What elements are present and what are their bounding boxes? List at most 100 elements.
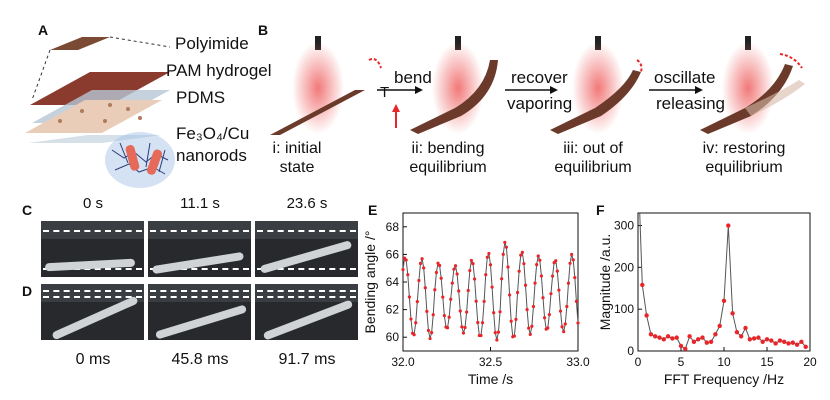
state-caption-1: i: initial state: [252, 139, 342, 177]
chart-e-point-62: [500, 277, 504, 281]
frame-c-1: [41, 221, 144, 277]
chart-e-point-109: [574, 299, 579, 303]
motion-arrow-4: [779, 53, 803, 69]
laser-glow-1: [292, 42, 344, 134]
chart-f-ytick-label-2: 200: [614, 260, 634, 274]
chart-e-point-59: [495, 338, 499, 342]
chart-e-point-12: [420, 257, 424, 261]
chart-e-point-42: [468, 268, 472, 273]
chart-e-point-73: [517, 269, 521, 273]
state-4-line2: equilibrium: [705, 159, 783, 176]
chart-f-point-3: [653, 334, 658, 339]
chart-e-point-106: [570, 252, 574, 257]
hydrogel-layer: [30, 72, 170, 105]
chart-e-series-line: [402, 242, 579, 341]
state-2-line2: equilibrium: [409, 159, 487, 176]
panel-label-c: C: [22, 202, 33, 218]
chart-e-point-68: [509, 319, 513, 323]
chart-e-point-70: [512, 334, 516, 338]
chart-f-xlabel: FFT Frequency /Hz: [664, 371, 784, 387]
chart-f-ytick-label-1: 100: [614, 302, 634, 316]
chart-f-ytick-label-3: 300: [614, 219, 634, 233]
chart-e-point-26: [442, 313, 446, 318]
chart-e-point-53: [485, 255, 489, 259]
chart-f-point-8: [674, 335, 679, 340]
chart-e-point-21: [434, 270, 439, 275]
chart-e-point-88: [541, 296, 545, 300]
chart-f-point-30: [769, 338, 774, 343]
chart-f-point-2: [648, 332, 654, 337]
film-state-4-ghost: [745, 80, 805, 116]
chart-e-point-52: [484, 273, 488, 277]
chart-f-point-29: [764, 337, 770, 342]
chart-f-ylabel: Magnitude /a.u.: [597, 234, 613, 331]
state-3-line2: equilibrium: [554, 159, 632, 176]
chart-e-point-80: [528, 332, 532, 337]
chart-e-point-28: [445, 326, 450, 330]
chart-e-ytick-label-2: 64: [386, 275, 400, 289]
chart-f-point-34: [786, 341, 791, 346]
label-releasing: releasing: [656, 94, 725, 113]
label-oscillate: oscillate: [654, 68, 716, 87]
chart-e-point-99: [558, 309, 563, 313]
chart-e-point-23: [437, 263, 442, 268]
panel-label-a: A: [38, 22, 49, 38]
chart-e-point-43: [469, 258, 474, 263]
label-bend: bend: [394, 68, 432, 87]
chart-e-point-63: [501, 252, 505, 256]
layer-label-hydrogel: PAM hydrogel: [166, 61, 272, 80]
chart-e-point-57: [492, 311, 496, 315]
layer-label-pdms: PDMS: [176, 88, 226, 107]
chart-e-point-37: [460, 325, 464, 329]
chart-e-point-30: [449, 297, 453, 301]
chart-e-point-93: [549, 292, 553, 296]
film-state-2: [410, 60, 498, 134]
chart-e-point-2: [404, 258, 408, 262]
chart-f-point-32: [777, 338, 783, 343]
state-caption-2: ii: bending equilibrium: [393, 139, 503, 177]
chart-e-point-58: [493, 331, 497, 335]
chart-e-point-55: [488, 263, 493, 267]
chart-e-point-81: [530, 324, 534, 328]
chart-e-point-67: [507, 293, 512, 297]
chart-e-ytick-label-3: 66: [386, 247, 400, 261]
chart-e-point-36: [458, 309, 462, 313]
chart-e-point-110: [576, 321, 580, 325]
chart-e-point-76: [522, 262, 526, 266]
film-state-4: [700, 64, 793, 134]
chart-e-point-7: [412, 333, 416, 337]
chart-e-point-38: [461, 331, 466, 335]
chart-e-point-105: [568, 261, 572, 265]
panel-label-d: D: [22, 283, 33, 299]
chart-f-point-27: [756, 335, 761, 340]
frame-d-2: [148, 284, 251, 340]
chart-f-xtick-label-4: 20: [803, 355, 817, 369]
chart-f-point-9: [678, 343, 684, 349]
layer-label-polyimide: Polyimide: [175, 34, 249, 53]
chart-e-point-35: [457, 289, 461, 293]
chart-f-point-15: [704, 340, 709, 345]
chart-e-point-72: [515, 290, 520, 295]
nanorod-1: [125, 145, 140, 171]
chart-e-xlabel: Time /s: [468, 371, 513, 387]
state-2-line1: ii: bending: [411, 140, 485, 157]
chart-e-xtick-label-2: 33.0: [566, 355, 590, 369]
chart-f-point-18: [717, 323, 722, 329]
chart-f-point-20: [726, 223, 731, 228]
chart-e-point-83: [533, 281, 537, 285]
chart-f-xtick-label-1: 5: [678, 355, 685, 369]
chart-f-point-6: [665, 334, 671, 339]
motion-arrow-3: [636, 59, 643, 73]
chart-f-xtick-label-0: 0: [635, 355, 642, 369]
layer-stack-illustration: [25, 36, 175, 188]
chart-f-point-19: [721, 298, 727, 304]
panel-label-b: B: [258, 22, 269, 38]
chart-e-point-49: [479, 333, 483, 338]
chart-e-point-8: [414, 321, 418, 325]
chart-f-point-11: [687, 334, 692, 339]
chart-e-point-54: [487, 251, 491, 256]
chart-e-point-56: [490, 285, 494, 289]
chart-f-frame: [637, 212, 811, 352]
state-caption-4: iv: restoring equilibrium: [684, 139, 804, 177]
